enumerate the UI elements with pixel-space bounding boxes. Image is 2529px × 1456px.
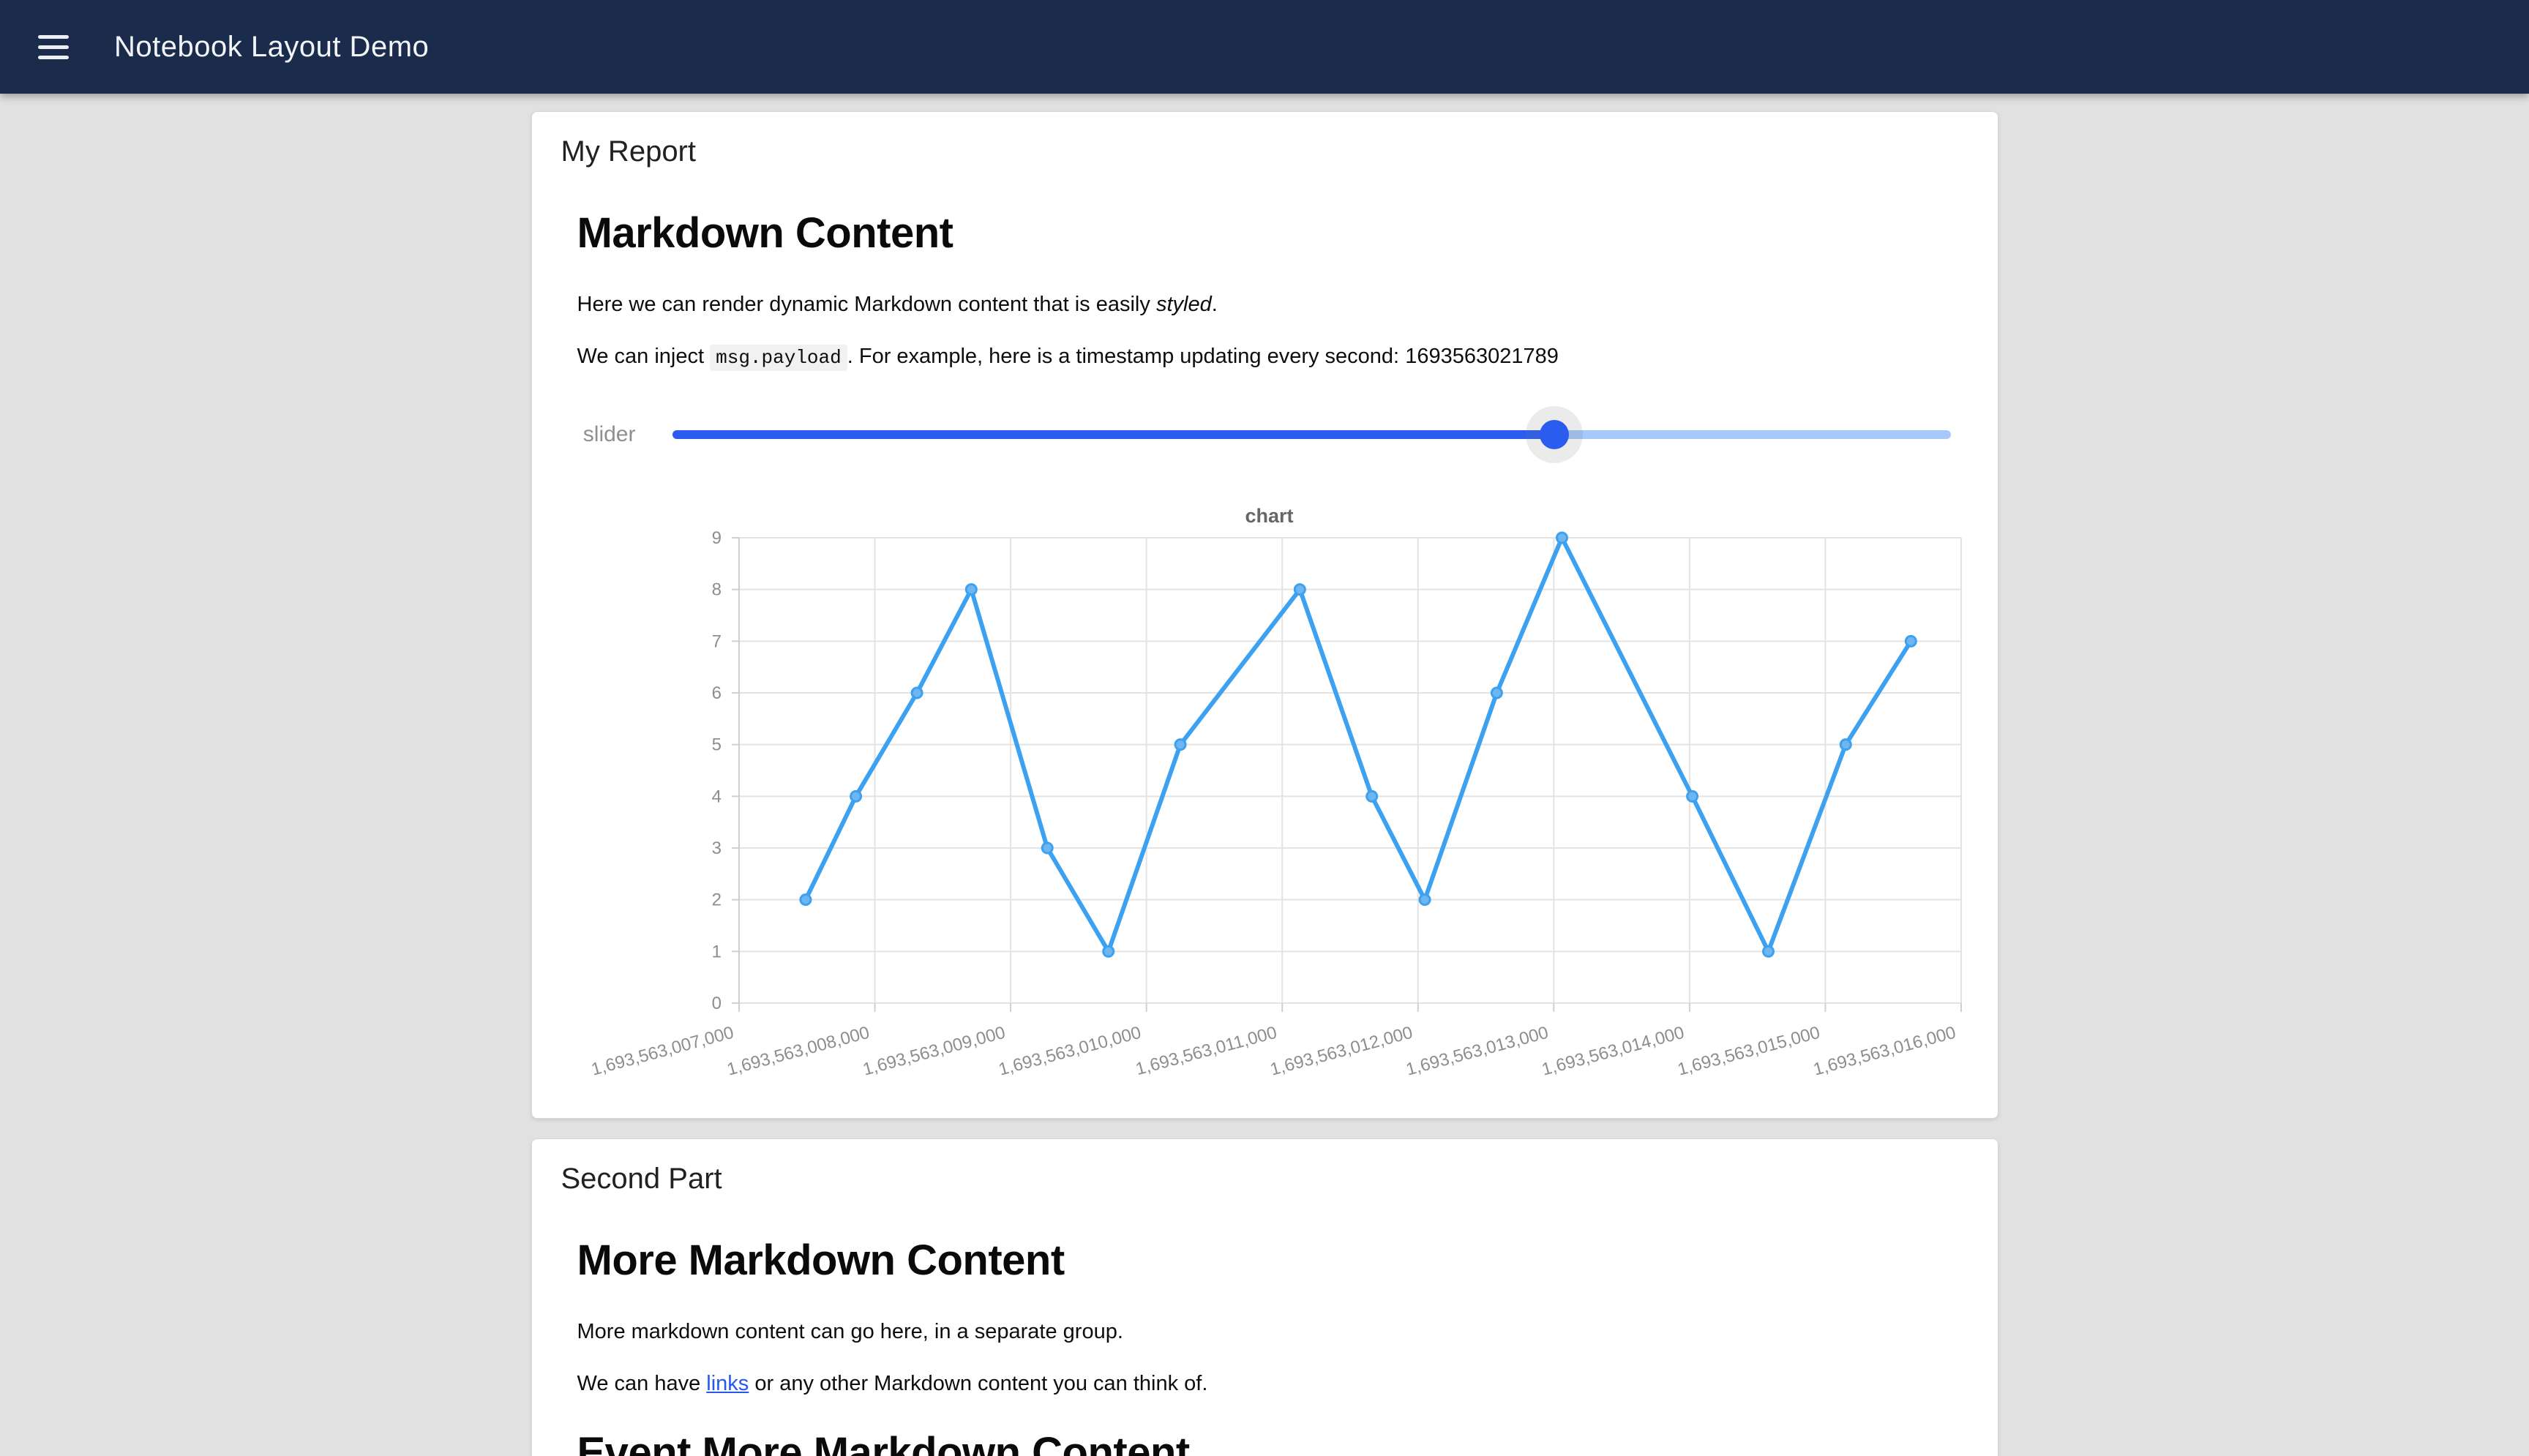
chart-data-point [1174, 738, 1187, 751]
x-tick-label: 1,693,563,007,000 [589, 1023, 735, 1080]
chart-title: chart [1245, 505, 1293, 527]
markdown-heading: More Markdown Content [577, 1237, 1065, 1284]
y-tick-label: 1 [711, 942, 721, 961]
x-tick-label: 1,693,563,011,000 [1134, 1023, 1279, 1079]
text-run: Here we can render dynamic Markdown cont… [577, 293, 1156, 316]
menu-icon[interactable] [38, 34, 69, 59]
menu-icon-bar [38, 55, 69, 59]
app-title: Notebook Layout Demo [114, 30, 430, 63]
slider-track[interactable] [672, 406, 1951, 463]
markdown-block: More Markdown Content More markdown cont… [577, 1236, 1955, 1456]
y-tick-label: 8 [711, 580, 721, 600]
markdown-paragraph: More markdown content can go here, in a … [577, 1320, 1123, 1343]
text-run: . [1211, 293, 1218, 316]
chart-data-point [964, 583, 978, 596]
chart-data-point [1490, 686, 1503, 699]
app-header: Notebook Layout Demo [0, 0, 2529, 94]
markdown-heading: Event More Markdown Content [577, 1429, 1191, 1456]
y-tick-label: 6 [711, 683, 721, 703]
menu-icon-bar [38, 34, 69, 39]
y-tick-label: 0 [711, 994, 721, 1013]
text-run: 1693563021789 [1405, 345, 1559, 368]
chart-data-point [1418, 893, 1431, 907]
text-run: or any other Markdown content you can th… [749, 1372, 1208, 1395]
slider-widget: slider [577, 406, 1951, 463]
chart-data-point [1041, 841, 1054, 855]
markdown-paragraph: We can have links or any other Markdown … [577, 1369, 1955, 1399]
markdown-paragraph: We can inject msg.payload. For example, … [577, 342, 1955, 373]
markdown-heading: Markdown Content [577, 209, 953, 257]
card-title: My Report [561, 135, 697, 168]
chart-data-point [1839, 738, 1852, 751]
x-tick-label: 1,693,563,008,000 [724, 1023, 871, 1080]
x-tick-label: 1,693,563,010,000 [996, 1023, 1142, 1080]
chart-data-point [910, 686, 923, 699]
menu-icon-bar [38, 45, 69, 49]
chart-data-point [1761, 945, 1775, 958]
slider-fill [672, 430, 1554, 439]
x-tick-label: 1,693,563,014,000 [1540, 1023, 1686, 1080]
x-tick-label: 1,693,563,012,000 [1267, 1023, 1414, 1080]
chart-widget: 0 1 2 3 4 5 6 7 8 9 1,693,563,007,000 1,693,563,008… [577, 492, 1970, 1080]
page-body: My Report Markdown Content Here we can r… [0, 94, 2529, 1456]
slider-handle-halo [1525, 406, 1583, 463]
chart-data-point [1685, 789, 1698, 803]
y-tick-label: 2 [711, 890, 721, 910]
y-tick-label: 5 [711, 735, 721, 755]
text-run: We can inject [577, 345, 711, 368]
chart-data-point [1293, 583, 1306, 596]
markdown-paragraph: Here we can render dynamic Markdown cont… [577, 290, 1955, 320]
chart-data-point [1101, 945, 1114, 958]
chart-line-series [803, 536, 1913, 954]
x-tick-label: 1,693,563,013,000 [1404, 1023, 1550, 1080]
y-tick-label: 7 [711, 631, 721, 651]
italic-text: styled [1155, 293, 1212, 316]
text-run: . For example, here is a timestamp updat… [847, 345, 1406, 368]
card-title: Second Part [561, 1163, 722, 1195]
chart-data-point [1904, 634, 1917, 648]
y-tick-label: 3 [711, 838, 721, 858]
text-run: We can have [577, 1372, 707, 1395]
inline-code: msg.payload [710, 345, 847, 371]
slider-label: slider [582, 422, 636, 446]
report-card: My Report Markdown Content Here we can r… [531, 111, 1998, 1119]
chart-data-point [798, 893, 812, 907]
markdown-link[interactable]: links [706, 1372, 749, 1395]
x-tick-label: 1,693,563,009,000 [861, 1023, 1007, 1080]
markdown-block: Markdown Content Here we can render dyna… [577, 209, 1955, 373]
x-tick-label: 1,693,563,016,000 [1811, 1023, 1957, 1080]
y-tick-label: 4 [711, 787, 721, 806]
y-tick-label: 9 [711, 528, 721, 548]
chart-data-point [1365, 789, 1378, 803]
chart-data-point [849, 789, 862, 803]
second-card: Second Part More Markdown Content More m… [531, 1138, 1998, 1456]
line-chart[interactable]: 0 1 2 3 4 5 6 7 8 9 1,693,563,007,0001,693,563,008… [577, 492, 1970, 1080]
chart-data-point [1555, 531, 1568, 544]
x-tick-label: 1,693,563,015,000 [1675, 1023, 1821, 1080]
slider-handle[interactable] [1539, 420, 1569, 449]
